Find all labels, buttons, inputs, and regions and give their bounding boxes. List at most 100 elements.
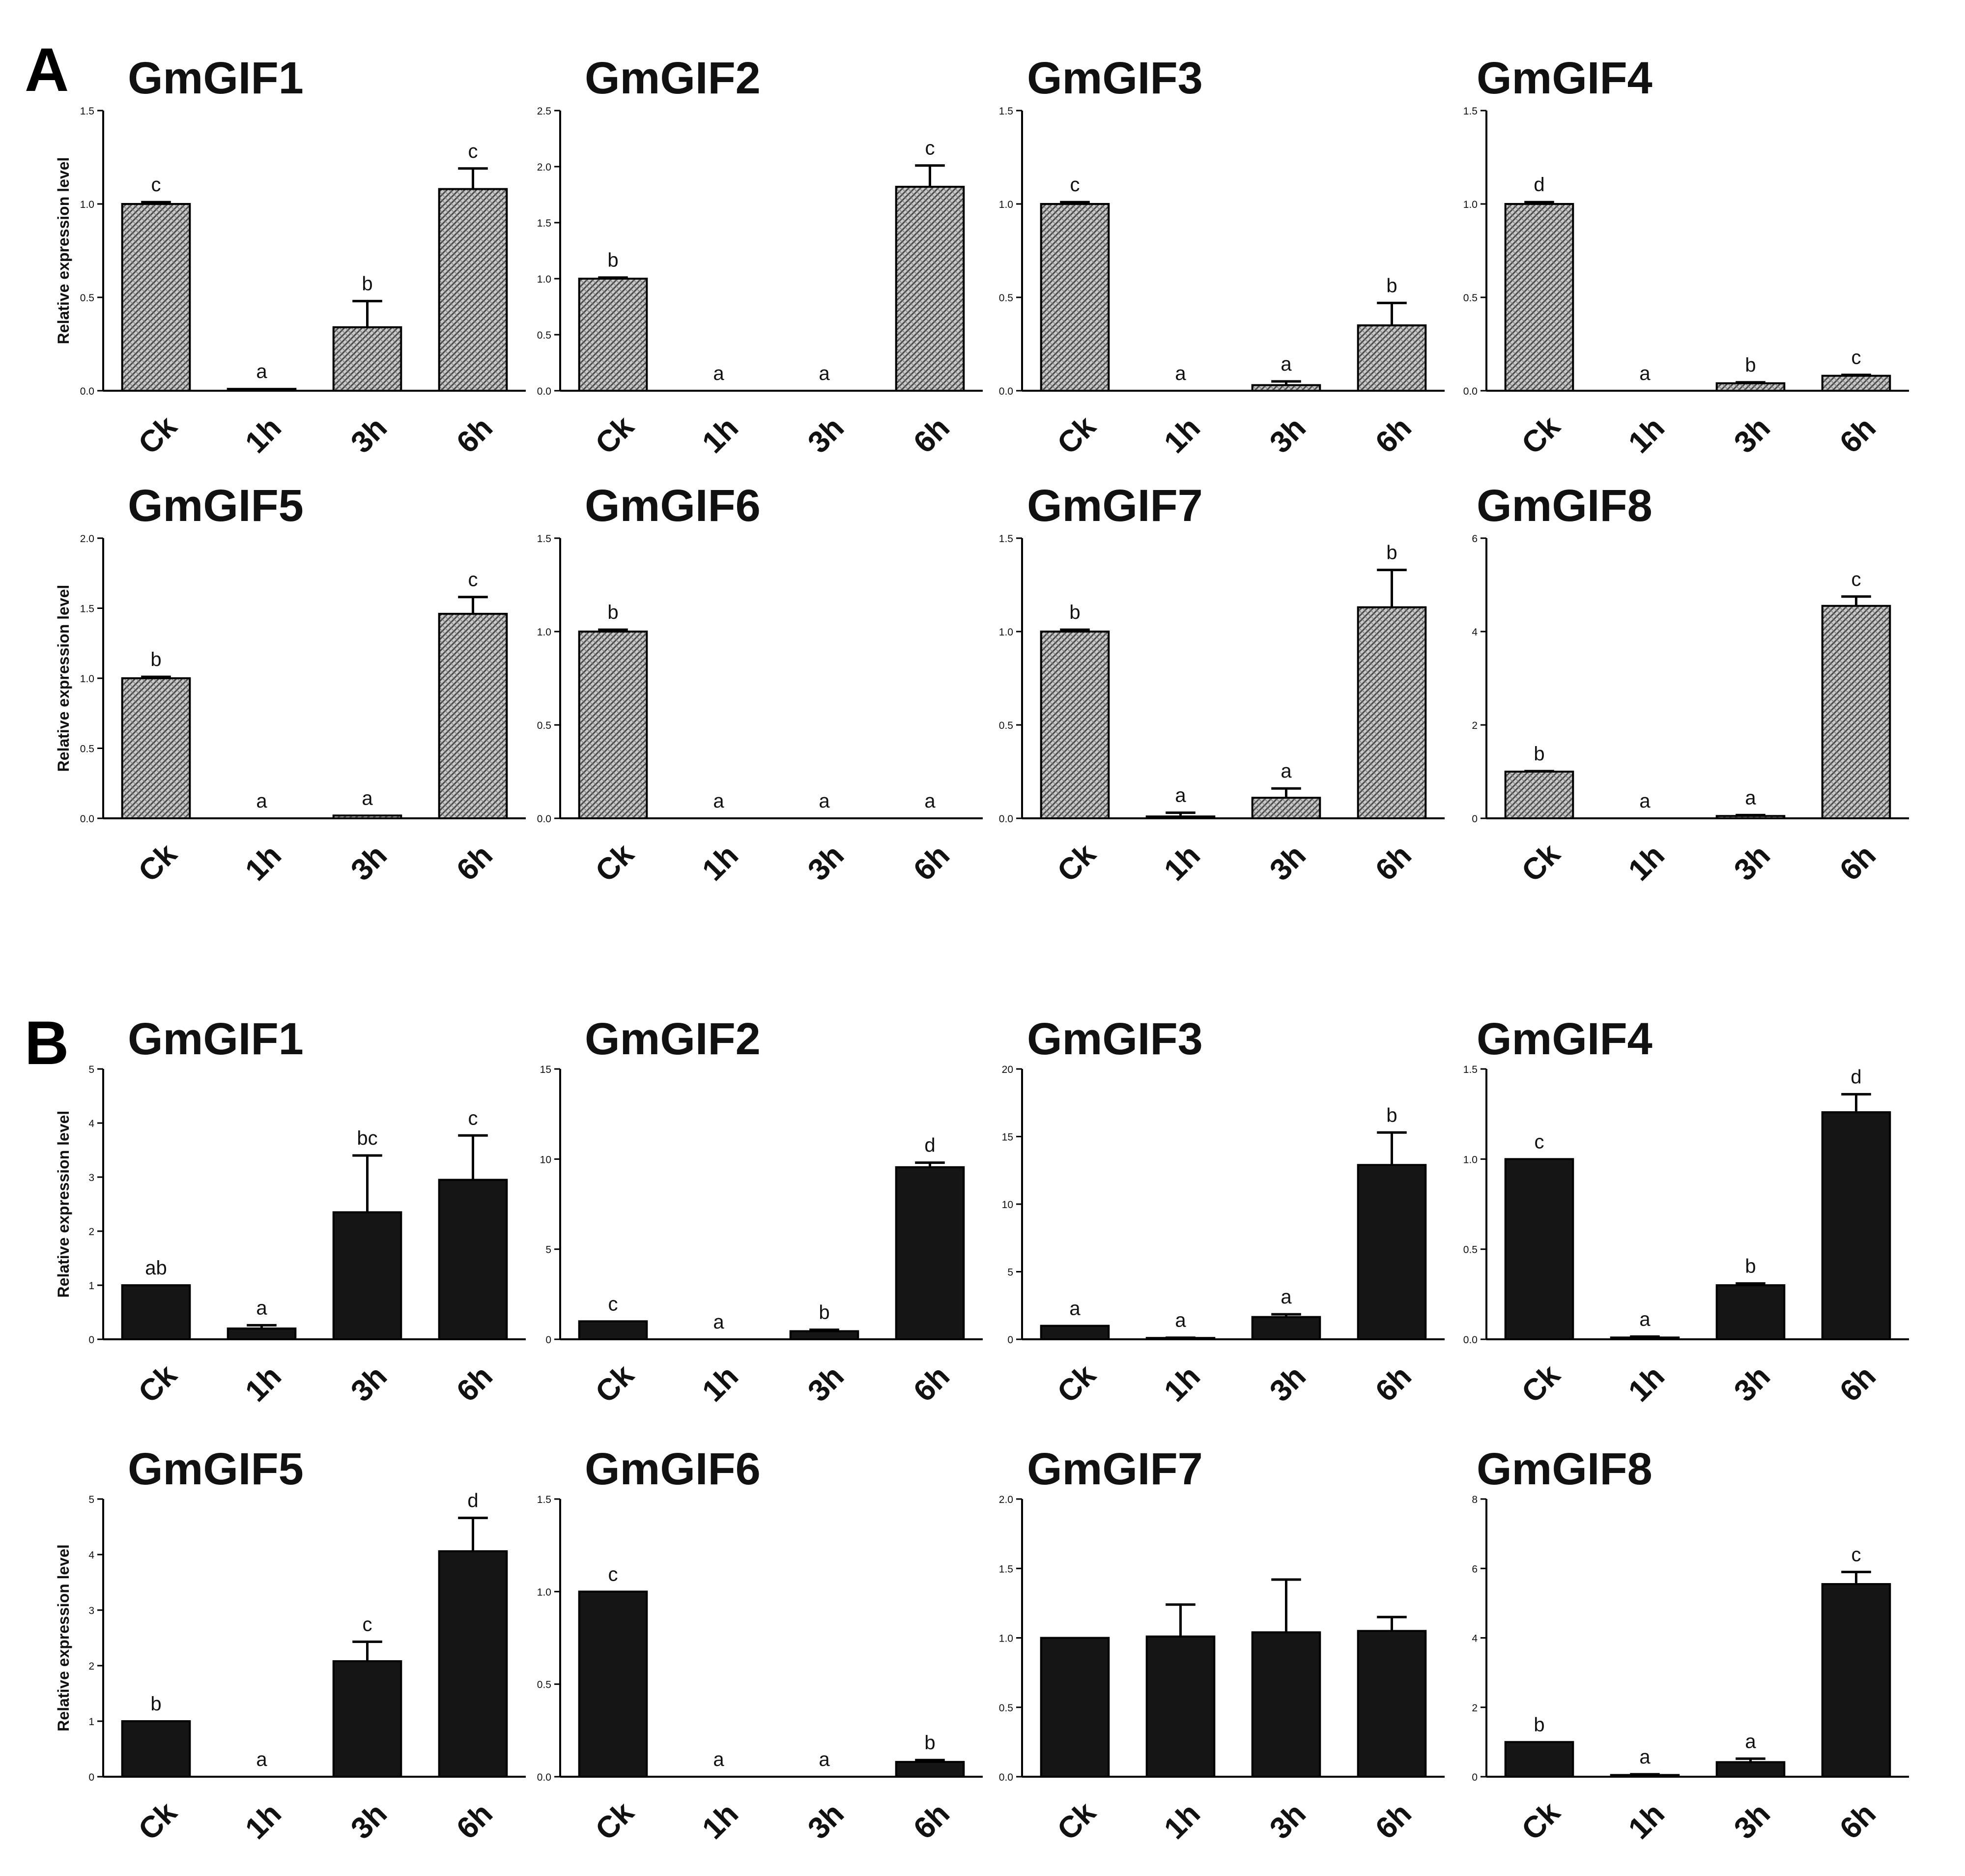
significance-label: a <box>713 790 724 812</box>
significance-label: b <box>1386 1104 1397 1126</box>
x-tick-label: 3h <box>1728 1797 1777 1846</box>
significance-label: a <box>1281 760 1292 782</box>
significance-label: c <box>151 174 161 196</box>
y-tick-label: 0.5 <box>80 744 94 755</box>
y-tick-label: 4 <box>1472 1633 1478 1645</box>
x-tick-label: Ck <box>1051 1795 1103 1847</box>
y-axis-label: Relative expression level <box>55 157 72 345</box>
x-tick-label: 6h <box>1369 838 1418 888</box>
chart-title: GmGIF1 <box>128 53 304 103</box>
bar <box>1251 1631 1321 1778</box>
y-tick-label: 2.5 <box>537 106 551 117</box>
y-tick-label: 0.0 <box>999 1772 1013 1783</box>
y-tick-label: 15 <box>540 1064 551 1075</box>
x-tick-label: 3h <box>344 1359 394 1409</box>
significance-label: a <box>819 1749 830 1770</box>
significance-label: c <box>468 1107 478 1129</box>
bar <box>1715 815 1786 819</box>
y-tick-label: 0 <box>1472 1772 1478 1783</box>
bar <box>578 278 648 392</box>
significance-label: a <box>1281 1286 1292 1308</box>
x-tick-label: 6h <box>450 411 499 460</box>
y-tick-label: 0.0 <box>1463 1334 1478 1346</box>
significance-label: c <box>1851 569 1861 590</box>
significance-label: a <box>1175 363 1186 384</box>
x-tick-label: 6h <box>907 838 956 888</box>
bar <box>1821 605 1891 819</box>
bar <box>438 1179 508 1340</box>
chart-title: GmGIF5 <box>128 1444 304 1494</box>
chart-b-gmgif8: GmGIF8 0 2 4 6 8 b Ck a 1h a 3h c 6h <box>1472 1444 1909 1847</box>
y-tick-label: 0.0 <box>80 386 94 397</box>
x-tick-label: 6h <box>1833 1797 1882 1846</box>
x-tick-label: Ck <box>1515 409 1567 461</box>
x-tick-label: Ck <box>1051 837 1103 889</box>
x-tick-label: 6h <box>1369 411 1418 460</box>
x-tick-label: Ck <box>132 1358 184 1410</box>
chart-title: GmGIF2 <box>585 53 761 103</box>
chart-b-gmgif6: GmGIF6 0.0 0.5 1.0 1.5 c Ck a 1h a 3h b 6h <box>537 1444 983 1847</box>
bar <box>227 1328 297 1340</box>
chart-b-gmgif1: GmGIF1 0 1 2 3 4 5 Relative expression level ab C… <box>55 1014 526 1410</box>
y-tick-label: 0.0 <box>1463 386 1478 397</box>
y-tick-label: 1.0 <box>1463 1154 1478 1165</box>
bar <box>1504 1158 1574 1340</box>
significance-label: b <box>1534 1714 1544 1735</box>
y-tick-label: 1.5 <box>999 106 1013 117</box>
significance-label: d <box>1851 1066 1861 1088</box>
y-tick-label: 1.5 <box>537 1494 551 1505</box>
significance-label: b <box>1745 354 1756 376</box>
y-tick-label: 4 <box>88 1118 94 1129</box>
x-tick-label: 3h <box>1728 1359 1777 1409</box>
significance-label: c <box>1851 1544 1861 1565</box>
bar <box>1357 1164 1427 1340</box>
y-tick-label: 5 <box>545 1244 551 1256</box>
y-tick-label: 1.5 <box>999 1563 1013 1575</box>
bar <box>1821 1111 1891 1340</box>
x-tick-label: 1h <box>696 411 745 460</box>
bar <box>1715 1761 1786 1778</box>
y-tick-label: 4 <box>1472 627 1478 638</box>
bar <box>1504 203 1574 392</box>
chart-a-gmgif6: GmGIF6 0.0 0.5 1.0 1.5 b Ck a 1h a 3h a 6h <box>537 481 983 889</box>
y-tick-label: 0.5 <box>999 1703 1013 1714</box>
chart-title: GmGIF8 <box>1477 481 1652 531</box>
y-tick-label: 8 <box>1472 1494 1478 1505</box>
significance-label: a <box>924 790 936 812</box>
y-tick-label: 0 <box>545 1334 551 1346</box>
y-tick-label: 1.5 <box>537 533 551 545</box>
y-axis-label: Relative expression level <box>55 1544 72 1732</box>
significance-label: d <box>1534 174 1544 196</box>
y-tick-label: 0.5 <box>537 330 551 341</box>
y-tick-label: 15 <box>1002 1132 1013 1143</box>
y-tick-label: 1.0 <box>80 199 94 210</box>
y-tick-label: 1.0 <box>999 627 1013 638</box>
bar <box>1251 384 1321 392</box>
chart-title: GmGIF6 <box>585 481 761 531</box>
y-tick-label: 2 <box>1472 1703 1478 1714</box>
y-tick-label: 3 <box>88 1605 94 1616</box>
y-tick-label: 0.0 <box>999 813 1013 825</box>
x-tick-label: Ck <box>589 1358 641 1410</box>
x-tick-label: 3h <box>1263 411 1312 460</box>
significance-label: ab <box>145 1257 167 1279</box>
significance-label: b <box>362 273 372 295</box>
significance-label: c <box>1070 174 1080 196</box>
y-tick-label: 1.0 <box>999 1633 1013 1645</box>
y-tick-label: 1 <box>88 1280 94 1292</box>
significance-label: a <box>1175 785 1186 807</box>
x-tick-label: 1h <box>239 838 288 888</box>
y-tick-label: 0.0 <box>537 1772 551 1783</box>
chart-title: GmGIF7 <box>1027 1444 1203 1494</box>
bar <box>121 203 191 392</box>
x-tick-label: 6h <box>907 1359 956 1409</box>
x-tick-label: 3h <box>801 1359 851 1409</box>
significance-label: a <box>1175 1310 1186 1331</box>
y-tick-label: 4 <box>88 1550 94 1561</box>
x-tick-label: 3h <box>1728 838 1777 888</box>
y-tick-label: 5 <box>1007 1267 1013 1278</box>
y-tick-label: 10 <box>1002 1199 1013 1211</box>
significance-label: a <box>362 787 373 809</box>
y-tick-label: 6 <box>1472 533 1478 545</box>
y-tick-label: 2 <box>88 1661 94 1672</box>
